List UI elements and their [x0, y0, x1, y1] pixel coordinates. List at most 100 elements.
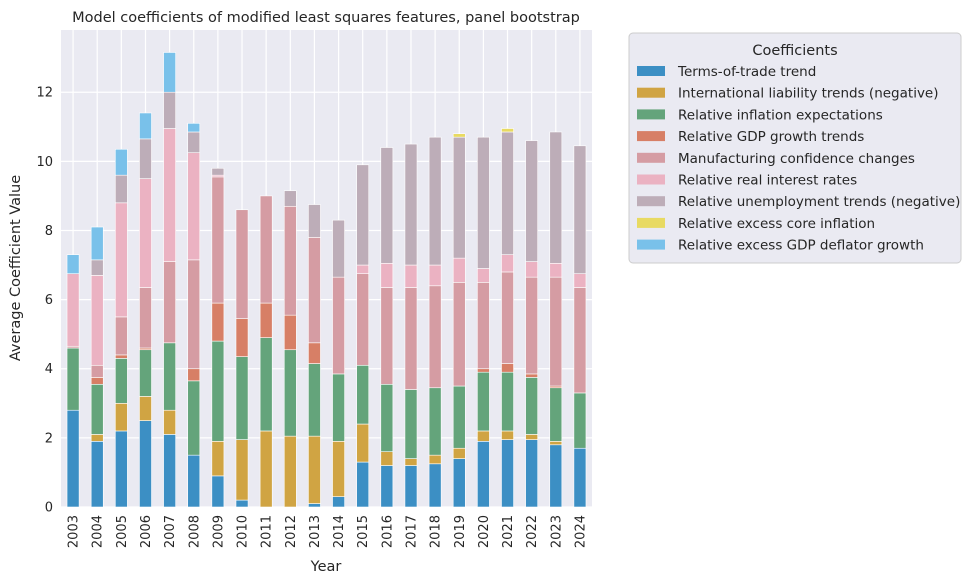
x-tick-label: 2021 [501, 515, 516, 548]
legend-title: Coefficients [752, 43, 837, 59]
bar-segment-relative-real-interest-rates-2003 [66, 273, 80, 347]
bar-segment-relative-real-interest-rates-2008 [187, 152, 201, 261]
bar-segment-terms-of-trade-trend-2007 [163, 434, 176, 508]
x-tick-label: 2012 [284, 515, 299, 548]
y-tick-label: 6 [45, 293, 53, 308]
bar-segment-international-liability-trends-negative-2006 [139, 396, 152, 421]
x-tick-label: 2020 [477, 515, 492, 548]
x-tick-label: 2004 [91, 515, 106, 548]
bar-segment-international-liability-trends-negative-2023 [549, 441, 563, 446]
bar-segment-international-liability-trends-negative-2022 [525, 434, 538, 440]
bar-segment-relative-real-interest-rates-2020 [477, 268, 490, 283]
bar-segment-relative-unemployment-trends-negative-2020 [477, 136, 490, 269]
bar-segment-relative-inflation-expectations-2022 [525, 377, 538, 435]
x-tick-label: 2018 [429, 515, 444, 548]
bar-segment-relative-inflation-expectations-2003 [66, 347, 80, 411]
bar-segment-relative-inflation-expectations-2012 [283, 349, 297, 437]
x-tick-label: 2017 [404, 515, 419, 548]
y-tick-label: 4 [45, 362, 53, 377]
bar-segment-relative-gdp-growth-trends-2021 [501, 363, 514, 373]
x-axis-title: Year [310, 559, 342, 575]
bar-segment-relative-unemployment-trends-negative-2015 [356, 164, 370, 266]
bar-segment-international-liability-trends-negative-2014 [332, 441, 345, 497]
bar-segment-relative-gdp-growth-trends-2020 [477, 368, 490, 373]
bar-segment-relative-inflation-expectations-2016 [380, 383, 394, 452]
bar-segment-relative-inflation-expectations-2005 [115, 358, 128, 404]
bar-segment-relative-unemployment-trends-negative-2021 [501, 131, 514, 255]
x-tick-label: 2005 [115, 515, 130, 548]
legend-label-relative-unemployment-trends-negative: Relative unemployment trends (negative) [678, 194, 960, 210]
bar-segment-manufacturing-confidence-changes-2017 [404, 287, 418, 390]
bar-segment-relative-unemployment-trends-negative-2009 [211, 167, 225, 176]
bar-segment-terms-of-trade-trend-2024 [573, 447, 587, 508]
y-axis-title: Average Coefficient Value [8, 175, 24, 361]
legend-items: Terms-of-trade trend International liabil… [637, 64, 960, 254]
bar-segment-international-liability-trends-negative-2020 [477, 430, 490, 442]
x-tick-label: 2006 [139, 515, 154, 548]
bar-segment-international-liability-trends-negative-2019 [452, 447, 466, 459]
bar-segment-relative-inflation-expectations-2009 [211, 340, 225, 442]
bar-segment-relative-inflation-expectations-2004 [90, 383, 104, 435]
bar-segment-terms-of-trade-trend-2020 [477, 441, 490, 508]
bar-segment-terms-of-trade-trend-2017 [404, 465, 418, 508]
y-tick-label: 2 [45, 431, 53, 446]
bar-segment-relative-inflation-expectations-2017 [404, 389, 418, 459]
bar-segment-relative-unemployment-trends-negative-2016 [380, 147, 394, 264]
legend: Coefficients Terms-of-trade trend Interna… [628, 32, 962, 264]
bar-segment-relative-inflation-expectations-2006 [139, 349, 152, 397]
y-tick-label: 12 [36, 86, 53, 101]
bar-segment-terms-of-trade-trend-2013 [308, 503, 321, 508]
legend-label-relative-inflation-expectations: Relative inflation expectations [678, 107, 883, 123]
bar-segment-relative-real-interest-rates-2016 [380, 263, 394, 288]
bar-segment-relative-excess-gdp-deflator-growth-2003 [66, 254, 80, 274]
bar-segment-terms-of-trade-trend-2023 [549, 444, 563, 508]
bar-segment-manufacturing-confidence-changes-2022 [525, 276, 538, 375]
bar-segment-relative-unemployment-trends-negative-2017 [404, 143, 418, 266]
bar-segment-manufacturing-confidence-changes-2016 [380, 287, 394, 385]
bars-layer [66, 52, 587, 508]
y-tick-label: 0 [45, 501, 53, 516]
bar-segment-manufacturing-confidence-changes-2023 [549, 276, 563, 387]
bar-segment-relative-real-interest-rates-2005 [115, 202, 128, 318]
x-tick-label: 2015 [356, 515, 371, 548]
bar-segment-international-liability-trends-negative-2012 [283, 435, 297, 508]
bar-segment-international-liability-trends-negative-2017 [404, 458, 418, 466]
bar-segment-manufacturing-confidence-changes-2005 [115, 316, 128, 356]
bar-segment-manufacturing-confidence-changes-2009 [211, 176, 225, 304]
bar-segment-terms-of-trade-trend-2004 [90, 441, 104, 508]
bar-segment-relative-inflation-expectations-2021 [501, 371, 514, 432]
bar-segment-relative-real-interest-rates-2019 [452, 257, 466, 283]
bar-segment-relative-real-interest-rates-2006 [139, 178, 152, 288]
bar-segment-relative-gdp-growth-trends-2009 [211, 302, 225, 342]
bar-segment-manufacturing-confidence-changes-2006 [139, 287, 152, 349]
bar-segment-relative-real-interest-rates-2007 [163, 128, 176, 262]
bar-segment-relative-gdp-growth-trends-2011 [259, 302, 273, 338]
bar-segment-international-liability-trends-negative-2016 [380, 451, 394, 466]
bar-segment-relative-inflation-expectations-2008 [187, 380, 201, 456]
bar-segment-relative-inflation-expectations-2019 [452, 385, 466, 449]
legend-swatch-terms-of-trade-trend [637, 66, 665, 76]
y-tick-label: 8 [45, 224, 53, 239]
bar-segment-terms-of-trade-trend-2016 [380, 465, 394, 508]
bar-segment-international-liability-trends-negative-2005 [115, 403, 128, 432]
bar-segment-manufacturing-confidence-changes-2011 [259, 195, 273, 304]
bar-segment-terms-of-trade-trend-2003 [66, 409, 80, 508]
bar-segment-manufacturing-confidence-changes-2004 [90, 364, 104, 378]
x-tick-label: 2022 [525, 515, 540, 548]
x-tick-label: 2023 [549, 515, 564, 548]
bar-segment-manufacturing-confidence-changes-2012 [283, 205, 297, 316]
bar-segment-relative-inflation-expectations-2015 [356, 364, 370, 425]
x-tick-label: 2009 [211, 515, 226, 548]
bar-segment-relative-unemployment-trends-negative-2012 [283, 190, 297, 207]
legend-label-relative-excess-core-inflation: Relative excess core inflation [678, 216, 875, 232]
bar-segment-relative-real-interest-rates-2015 [356, 264, 370, 274]
x-tick-label: 2010 [236, 515, 251, 548]
bar-segment-relative-real-interest-rates-2017 [404, 264, 418, 288]
legend-label-manufacturing-confidence-changes: Manufacturing confidence changes [678, 151, 915, 167]
x-tick-label: 2016 [380, 515, 395, 548]
bar-segment-manufacturing-confidence-changes-2024 [573, 287, 587, 394]
bar-segment-terms-of-trade-trend-2019 [452, 458, 466, 508]
bar-segment-relative-gdp-growth-trends-2008 [187, 368, 201, 382]
bar-segment-relative-real-interest-rates-2024 [573, 273, 587, 288]
bar-segment-relative-excess-core-inflation-2021 [501, 128, 514, 133]
